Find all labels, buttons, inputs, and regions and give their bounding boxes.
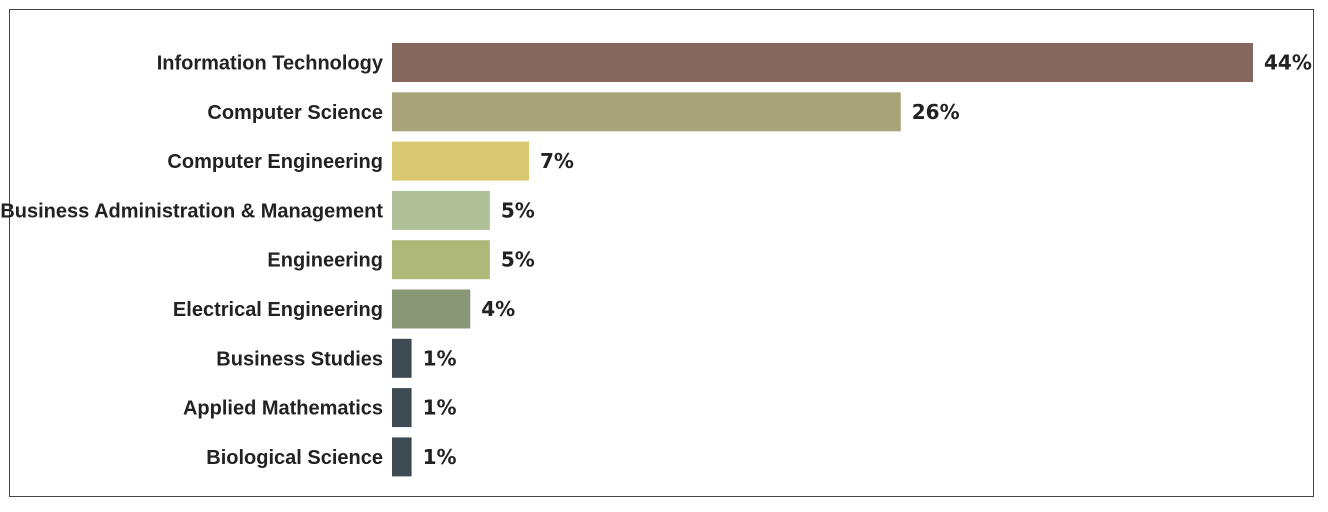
bar-2 bbox=[392, 141, 529, 181]
category-label: Business Administration & Management bbox=[0, 200, 383, 222]
category-label: Biological Science bbox=[206, 447, 383, 469]
value-label: 5% bbox=[501, 248, 535, 272]
chart-frame bbox=[9, 9, 1314, 497]
value-label: 44% bbox=[1264, 51, 1312, 75]
value-label: 1% bbox=[423, 445, 457, 469]
bar-0 bbox=[392, 43, 1253, 82]
bar-8 bbox=[392, 437, 412, 477]
category-label: Computer Science bbox=[207, 102, 383, 124]
value-label: 7% bbox=[540, 149, 574, 173]
value-label: 5% bbox=[501, 198, 535, 222]
category-label: Computer Engineering bbox=[167, 151, 383, 173]
value-label: 1% bbox=[423, 346, 457, 370]
bar-4 bbox=[392, 240, 490, 280]
bar-5 bbox=[392, 289, 471, 329]
category-label: Engineering bbox=[267, 250, 383, 272]
category-label: Business Studies bbox=[216, 348, 383, 370]
bar-1 bbox=[392, 92, 901, 132]
bar-7 bbox=[392, 388, 412, 428]
value-label: 1% bbox=[423, 396, 457, 420]
bar-3 bbox=[392, 190, 490, 230]
value-label: 4% bbox=[481, 297, 515, 321]
value-label: 26% bbox=[912, 100, 960, 124]
category-label: Electrical Engineering bbox=[173, 299, 383, 321]
category-label: Applied Mathematics bbox=[183, 398, 383, 420]
category-label: Information Technology bbox=[157, 53, 384, 75]
bar-6 bbox=[392, 338, 412, 378]
